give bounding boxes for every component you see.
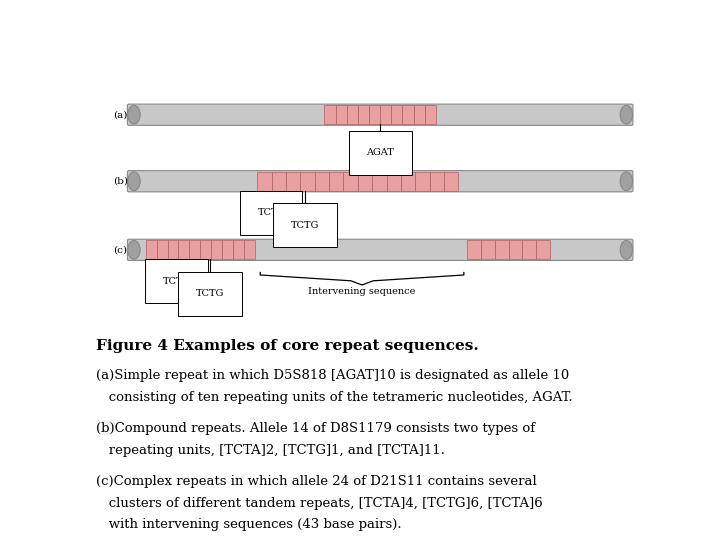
Text: with intervening sequences (43 base pairs).: with intervening sequences (43 base pair… [96, 518, 401, 531]
Bar [415, 172, 430, 191]
Text: (b)Compound repeats. Allele 14 of D8S1179 consists two types of: (b)Compound repeats. Allele 14 of D8S117… [96, 422, 535, 435]
Bar [358, 105, 369, 124]
Text: TCTG: TCTG [196, 289, 224, 298]
Bar [508, 240, 523, 259]
Text: (c)Complex repeats in which allele 24 of D21S11 contains several: (c)Complex repeats in which allele 24 of… [96, 475, 536, 488]
Text: (a)Simple repeat in which D5S818 [AGAT]10 is designated as allele 10: (a)Simple repeat in which D5S818 [AGAT]1… [96, 369, 569, 382]
Bar [300, 172, 315, 191]
Bar [233, 240, 244, 259]
Ellipse shape [620, 105, 632, 124]
Ellipse shape [128, 172, 140, 191]
Bar [413, 105, 425, 124]
Bar [392, 105, 402, 124]
Bar [336, 105, 347, 124]
Bar [200, 240, 211, 259]
Bar [358, 172, 372, 191]
FancyBboxPatch shape [127, 171, 633, 192]
Bar [222, 240, 233, 259]
Bar [467, 240, 481, 259]
Bar [401, 172, 415, 191]
Bar [495, 240, 508, 259]
Ellipse shape [620, 172, 632, 191]
Bar [271, 172, 286, 191]
Bar [536, 240, 550, 259]
Bar [481, 240, 495, 259]
Text: repeating units, [TCTA]2, [TCTG]1, and [TCTA]11.: repeating units, [TCTA]2, [TCTG]1, and [… [96, 444, 444, 457]
Text: AGAT: AGAT [366, 148, 394, 157]
Bar [380, 105, 392, 124]
Text: consisting of ten repeating units of the tetrameric nucleotides, AGAT.: consisting of ten repeating units of the… [96, 391, 572, 404]
Bar [343, 172, 358, 191]
Bar [145, 240, 157, 259]
Text: (a): (a) [114, 110, 128, 119]
Bar [523, 240, 536, 259]
Bar [189, 240, 200, 259]
Text: TCTA: TCTA [258, 208, 285, 217]
FancyBboxPatch shape [127, 104, 633, 125]
Bar [425, 105, 436, 124]
Text: clusters of different tandem repeats, [TCTA]4, [TCTG]6, [TCTA]6: clusters of different tandem repeats, [T… [96, 497, 542, 510]
Bar [444, 172, 459, 191]
Bar [324, 105, 336, 124]
Text: (b): (b) [114, 177, 128, 186]
Text: Figure 4 Examples of core repeat sequences.: Figure 4 Examples of core repeat sequenc… [96, 339, 478, 353]
Bar [258, 172, 271, 191]
Bar [372, 172, 387, 191]
Bar [315, 172, 329, 191]
FancyBboxPatch shape [127, 239, 633, 260]
Bar [402, 105, 414, 124]
Ellipse shape [128, 240, 140, 259]
Ellipse shape [620, 240, 632, 259]
Text: TCTG: TCTG [291, 220, 319, 230]
Bar [347, 105, 358, 124]
Bar [387, 172, 401, 191]
Bar [329, 172, 343, 191]
Bar [430, 172, 444, 191]
Bar [286, 172, 300, 191]
Bar [369, 105, 380, 124]
Bar [157, 240, 168, 259]
Text: (c): (c) [114, 245, 127, 254]
Bar [179, 240, 189, 259]
Bar [244, 240, 255, 259]
Bar [168, 240, 179, 259]
Ellipse shape [128, 105, 140, 124]
Text: TCTA: TCTA [163, 276, 190, 286]
Text: Intervening sequence: Intervening sequence [308, 287, 415, 295]
Bar [211, 240, 222, 259]
